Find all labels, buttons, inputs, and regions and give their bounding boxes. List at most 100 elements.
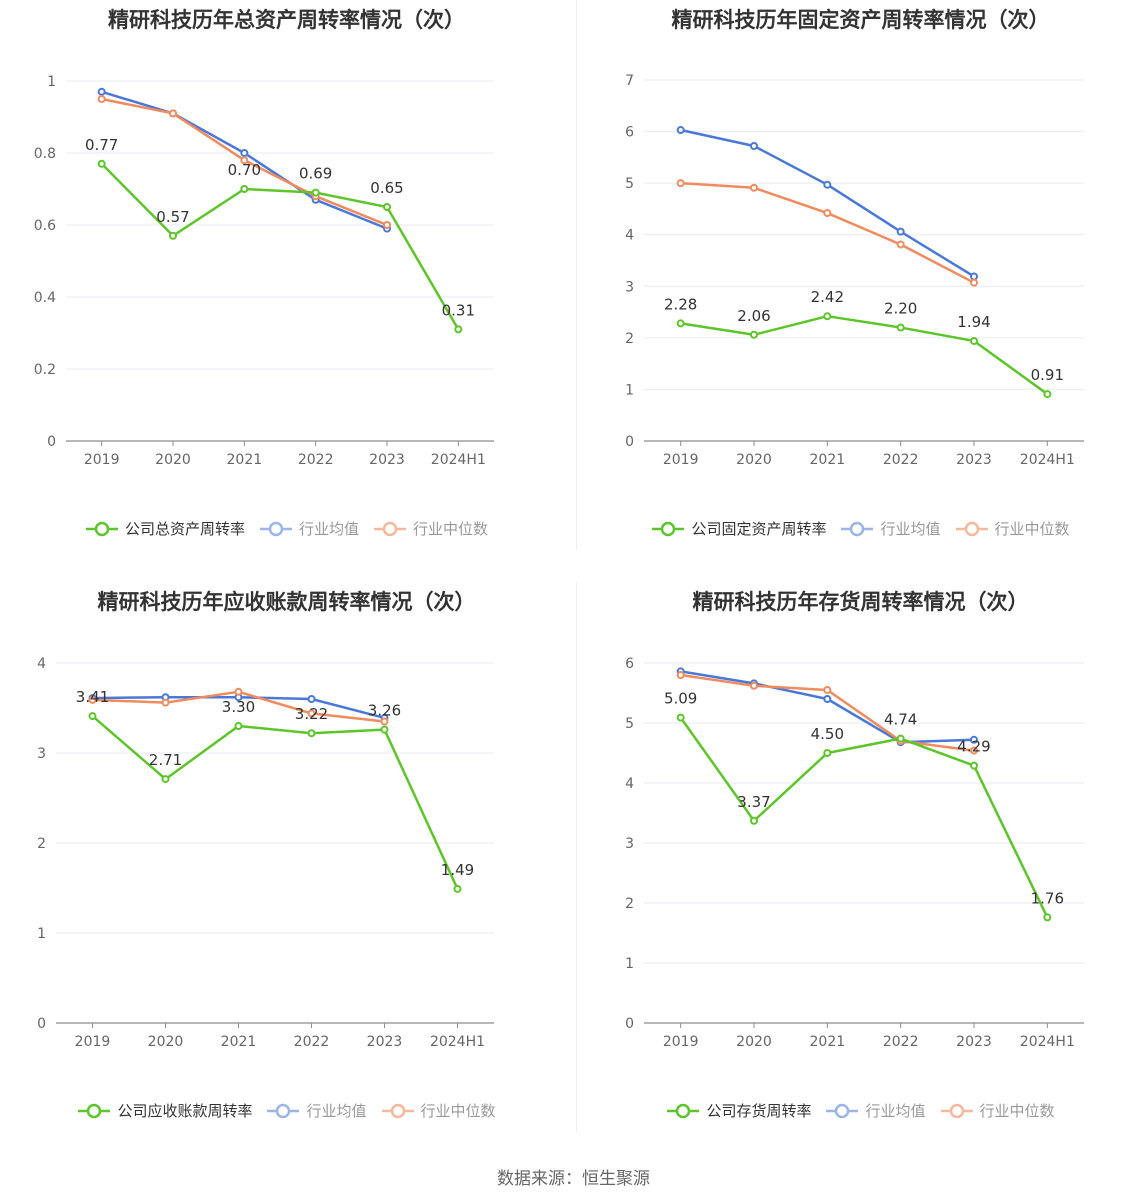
data-point-company xyxy=(676,713,685,722)
data-label: 1.94 xyxy=(957,313,990,331)
legend-line-marker-icon xyxy=(826,1103,859,1118)
data-point-median xyxy=(676,179,685,188)
data-point-company xyxy=(161,775,170,784)
legend-label: 行业中位数 xyxy=(420,1102,496,1120)
data-point-company xyxy=(97,159,106,168)
data-point-company xyxy=(234,722,243,730)
data-label: 2.42 xyxy=(811,288,844,306)
panel-divider xyxy=(576,0,577,550)
data-point-median xyxy=(234,687,243,696)
legend-item-average[interactable]: 行业均值 xyxy=(266,1100,367,1121)
data-label: 3.30 xyxy=(222,698,255,716)
data-point-company xyxy=(750,330,758,339)
data-point-average xyxy=(307,695,316,703)
legend-item-average[interactable]: 行业均值 xyxy=(825,1100,926,1121)
chart-legend: 公司总资产周转率 行业均值 行业中位数 xyxy=(0,518,573,539)
data-point-median xyxy=(380,717,389,726)
legend-item-average[interactable]: 行业均值 xyxy=(259,518,359,539)
y-tick-label: 2 xyxy=(37,836,46,852)
chart-legend: 公司固定资产周转率 行业均值 行业中位数 xyxy=(574,518,1147,539)
data-point-median xyxy=(161,698,170,707)
data-point-average xyxy=(970,272,978,281)
legend-item-company[interactable]: 公司固定资产周转率 xyxy=(651,518,826,539)
legend-label: 公司固定资产周转率 xyxy=(691,520,827,538)
y-tick-label: 0 xyxy=(625,1016,634,1032)
data-point-average xyxy=(750,142,758,151)
data-label: 2.28 xyxy=(664,295,697,313)
panel-divider xyxy=(576,582,577,1132)
legend-line-marker-icon xyxy=(381,1103,414,1118)
data-point-median xyxy=(676,671,685,679)
legend-item-company[interactable]: 公司总资产周转率 xyxy=(85,518,245,539)
legend-label: 行业均值 xyxy=(865,1102,926,1120)
y-tick-label: 3 xyxy=(37,746,46,762)
data-label: 0.65 xyxy=(370,179,403,197)
legend-item-average[interactable]: 行业均值 xyxy=(840,518,941,539)
legend-line-marker-icon xyxy=(85,521,118,536)
y-tick-label: 1 xyxy=(625,382,634,398)
data-point-company xyxy=(970,761,978,770)
data-label: 4.29 xyxy=(957,738,990,756)
data-point-company xyxy=(454,325,463,334)
legend-label: 公司总资产周转率 xyxy=(124,520,245,538)
y-tick-label: 0.6 xyxy=(34,218,56,234)
chart-panel-fixed-asset-turnover: 精研科技历年固定资产周转率情况（次） 0 1 2 3 4 5 6 7 2019 2020 2021 2… xyxy=(574,0,1147,582)
x-tick-label: 2022 xyxy=(294,1034,330,1050)
chart-title: 精研科技历年存货周转率情况（次） xyxy=(692,590,1029,614)
x-tick-label: 2021 xyxy=(221,1034,257,1050)
data-source-note: 数据来源：恒生聚源 xyxy=(497,1169,650,1189)
data-point-average xyxy=(240,149,249,157)
data-point-average xyxy=(823,180,832,189)
data-point-average xyxy=(97,87,106,96)
data-label: 1.49 xyxy=(441,861,474,879)
y-tick-label: 2 xyxy=(625,896,634,912)
data-label: 0.69 xyxy=(299,165,332,183)
data-point-median xyxy=(307,709,316,718)
data-label: 4.50 xyxy=(811,725,844,743)
chart-panel-total-asset-turnover: 精研科技历年总资产周转率情况（次） 0 0.2 0.4 0.6 0.8 1 2019 2020… xyxy=(0,0,573,582)
data-point-company xyxy=(823,312,832,321)
data-point-company xyxy=(896,323,905,332)
legend-label: 行业中位数 xyxy=(994,520,1070,538)
legend-item-median[interactable]: 行业中位数 xyxy=(381,1100,496,1121)
legend-item-median[interactable]: 行业中位数 xyxy=(940,1100,1055,1121)
legend-line-marker-icon xyxy=(267,1103,300,1118)
x-tick-label: 2022 xyxy=(298,452,334,468)
y-tick-label: 2 xyxy=(625,331,634,347)
x-tick-label: 2021 xyxy=(810,452,846,468)
data-point-median xyxy=(169,109,177,118)
chart-title: 精研科技历年总资产周转率情况（次） xyxy=(108,8,465,32)
y-tick-label: 4 xyxy=(37,656,46,672)
legend-item-median[interactable]: 行业中位数 xyxy=(955,518,1070,539)
legend-label: 公司存货周转率 xyxy=(706,1102,812,1120)
x-tick-label: 2021 xyxy=(810,1034,846,1050)
y-tick-label: 0.8 xyxy=(34,146,56,162)
y-tick-label: 5 xyxy=(625,176,634,192)
data-point-company xyxy=(307,729,316,738)
legend-item-median[interactable]: 行业中位数 xyxy=(373,518,488,539)
data-point-company xyxy=(1043,390,1052,399)
chart-title: 精研科技历年应收账款周转率情况（次） xyxy=(97,590,476,614)
data-point-company xyxy=(311,188,320,197)
data-point-company xyxy=(380,725,389,734)
legend-item-company[interactable]: 公司应收账款周转率 xyxy=(77,1100,252,1121)
x-tick-label: 2020 xyxy=(736,452,772,468)
data-point-median xyxy=(970,746,978,755)
data-label: 2.06 xyxy=(737,307,770,325)
y-tick-label: 0 xyxy=(625,434,634,450)
y-tick-label: 0 xyxy=(37,1016,46,1032)
data-point-average xyxy=(970,735,978,744)
y-tick-label: 6 xyxy=(625,125,634,141)
line-chart-svg: 0 1 2 3 4 2019 2020 2021 2022 2023 2024H1 3.41 2.71 3… xyxy=(37,656,494,1050)
series-line-company xyxy=(91,715,459,890)
data-point-company xyxy=(88,712,97,721)
data-point-median xyxy=(896,240,905,249)
data-point-average xyxy=(896,227,905,236)
data-point-median xyxy=(750,183,758,192)
legend-line-marker-icon xyxy=(667,1103,700,1118)
data-label: 0.77 xyxy=(85,136,118,154)
legend-item-company[interactable]: 公司存货周转率 xyxy=(666,1100,811,1121)
line-chart-svg: 0 1 2 3 4 5 6 2019 2020 2021 2022 2023 2024H1 5.09 3.3… xyxy=(625,656,1084,1050)
data-label: 3.41 xyxy=(76,688,109,706)
x-tick-label: 2019 xyxy=(84,452,120,468)
